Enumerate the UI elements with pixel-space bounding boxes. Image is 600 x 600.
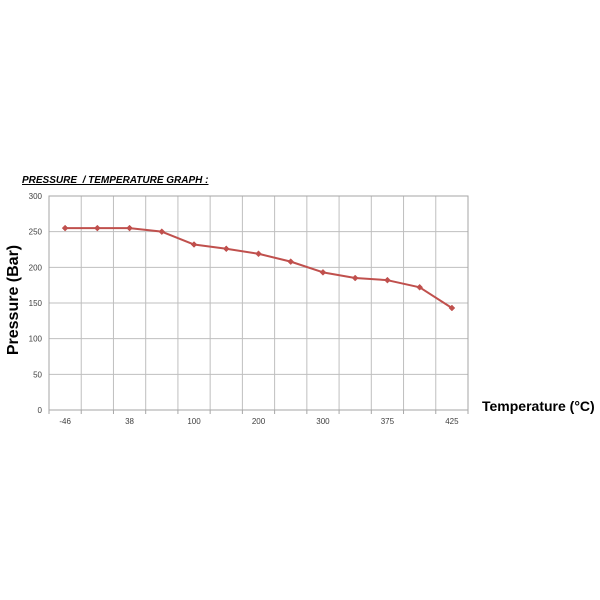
data-point — [255, 250, 262, 258]
x-tick-label: -46 — [59, 417, 71, 426]
y-tick-label: 250 — [29, 228, 43, 237]
data-point — [448, 304, 456, 312]
data-point — [319, 268, 327, 276]
data-point — [190, 241, 198, 248]
data-point — [222, 245, 230, 253]
y-tick-label: 300 — [29, 192, 43, 201]
series-pressure — [61, 224, 456, 312]
y-tick-label: 0 — [38, 406, 43, 415]
data-point — [287, 258, 295, 265]
x-tick-label: 425 — [445, 417, 459, 426]
plot-area-border — [48, 195, 469, 411]
data-point — [61, 224, 69, 232]
x-axis-title: Temperature (°C) — [482, 398, 595, 414]
grid — [49, 196, 468, 410]
series-line — [65, 227, 453, 309]
y-tick-label: 100 — [29, 335, 43, 344]
x-tick-label: 200 — [252, 417, 266, 426]
axes — [48, 195, 469, 414]
y-tick-label: 200 — [29, 263, 43, 272]
data-point — [126, 224, 133, 232]
data-point — [416, 283, 424, 291]
x-axis-ticks: -46 38 100 200 300 375 425 — [59, 417, 459, 426]
x-tick-label: 100 — [187, 417, 201, 426]
data-point — [158, 228, 166, 236]
y-tick-label: 50 — [33, 370, 42, 379]
data-point — [93, 224, 101, 232]
data-point — [351, 274, 359, 282]
y-axis-title: Pressure (Bar) — [5, 245, 22, 355]
x-tick-label: 38 — [125, 417, 134, 426]
data-point — [384, 276, 391, 284]
y-axis-ticks: 0 50 100 150 200 250 300 — [29, 192, 43, 415]
y-tick-label: 150 — [29, 299, 43, 308]
chart-title: PRESSURE / TEMPERATURE GRAPH : — [22, 175, 209, 186]
x-tick-label: 300 — [316, 417, 330, 426]
x-tick-label: 375 — [381, 417, 395, 426]
